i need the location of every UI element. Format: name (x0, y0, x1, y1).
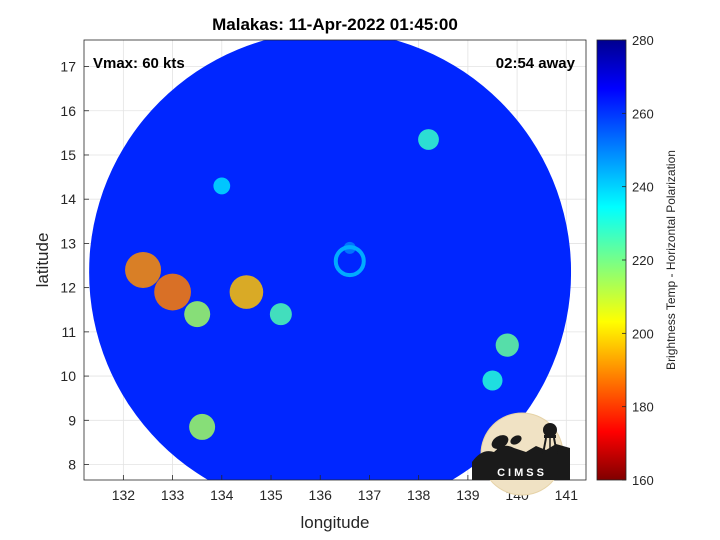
vmax-annotation: Vmax: 60 kts (93, 55, 185, 72)
logo-text: CIMSS (497, 467, 547, 479)
x-axis-label: longitude (300, 513, 369, 532)
y-tick-label: 17 (60, 59, 76, 75)
y-tick-label: 10 (60, 368, 76, 384)
y-axis-ticks: 8 9 10 11 12 13 14 15 16 17 (60, 59, 89, 473)
x-tick-label: 132 (112, 487, 136, 503)
y-tick-label: 14 (60, 191, 76, 207)
y-tick-label: 15 (60, 147, 76, 163)
feature-northern-band (213, 177, 231, 195)
logo-landscape (472, 444, 570, 480)
feature-western-spiral-band (154, 273, 191, 311)
feature-band-convection (184, 301, 211, 328)
y-tick-label: 16 (60, 103, 76, 119)
colorbar-tick-label: 260 (632, 106, 654, 121)
cimss-logo: CIMSS (472, 412, 570, 496)
y-tick-label: 12 (60, 280, 76, 296)
colorbar-tick-label: 240 (632, 180, 654, 195)
feature-south-east-cell (495, 333, 519, 357)
x-tick-label: 136 (309, 487, 333, 503)
y-tick-label: 11 (61, 324, 76, 340)
feature-band-convection (269, 303, 292, 326)
y-axis-label: latitude (33, 233, 52, 288)
feature-band-convection (125, 251, 162, 288)
colorbar-tick-label: 160 (632, 473, 654, 488)
colorbar-label: Brightness Temp - Horizontal Polarizatio… (664, 150, 678, 370)
x-tick-label: 133 (161, 487, 185, 503)
colorbar-tick-label: 180 (632, 400, 654, 415)
swath-background (89, 40, 572, 480)
x-tick-label: 134 (210, 487, 234, 503)
colorbar-tick-label: 220 (632, 253, 654, 268)
colorbar-ticks: 160 180 200 220 240 260 280 (622, 33, 654, 488)
colorbar-tick-label: 280 (632, 33, 654, 48)
feature-band-convection (229, 275, 264, 309)
feature-north-east-cell (418, 129, 439, 150)
y-tick-label: 13 (60, 235, 76, 251)
feature-southern-rainband (189, 413, 216, 440)
chart-title: Malakas: 11-Apr-2022 01:45:00 (212, 15, 458, 34)
colorbar-tick-label: 200 (632, 326, 654, 341)
x-tick-label: 137 (358, 487, 382, 503)
water-tower-icon (542, 423, 558, 455)
feature-south-east-cell (482, 370, 503, 391)
x-tick-label: 138 (407, 487, 431, 503)
colorbar (596, 39, 627, 481)
y-tick-label: 8 (68, 457, 76, 473)
x-tick-label: 139 (456, 487, 480, 503)
x-tick-label: 135 (259, 487, 283, 503)
brightness-temperature-swath (89, 40, 572, 480)
time-away-annotation: 02:54 away (496, 55, 576, 72)
y-tick-label: 9 (68, 412, 76, 428)
satellite-dish-icon (491, 435, 522, 456)
storm-center-marker (333, 245, 366, 278)
x-tick-label: 141 (555, 487, 579, 503)
axes-frame (83, 39, 587, 481)
